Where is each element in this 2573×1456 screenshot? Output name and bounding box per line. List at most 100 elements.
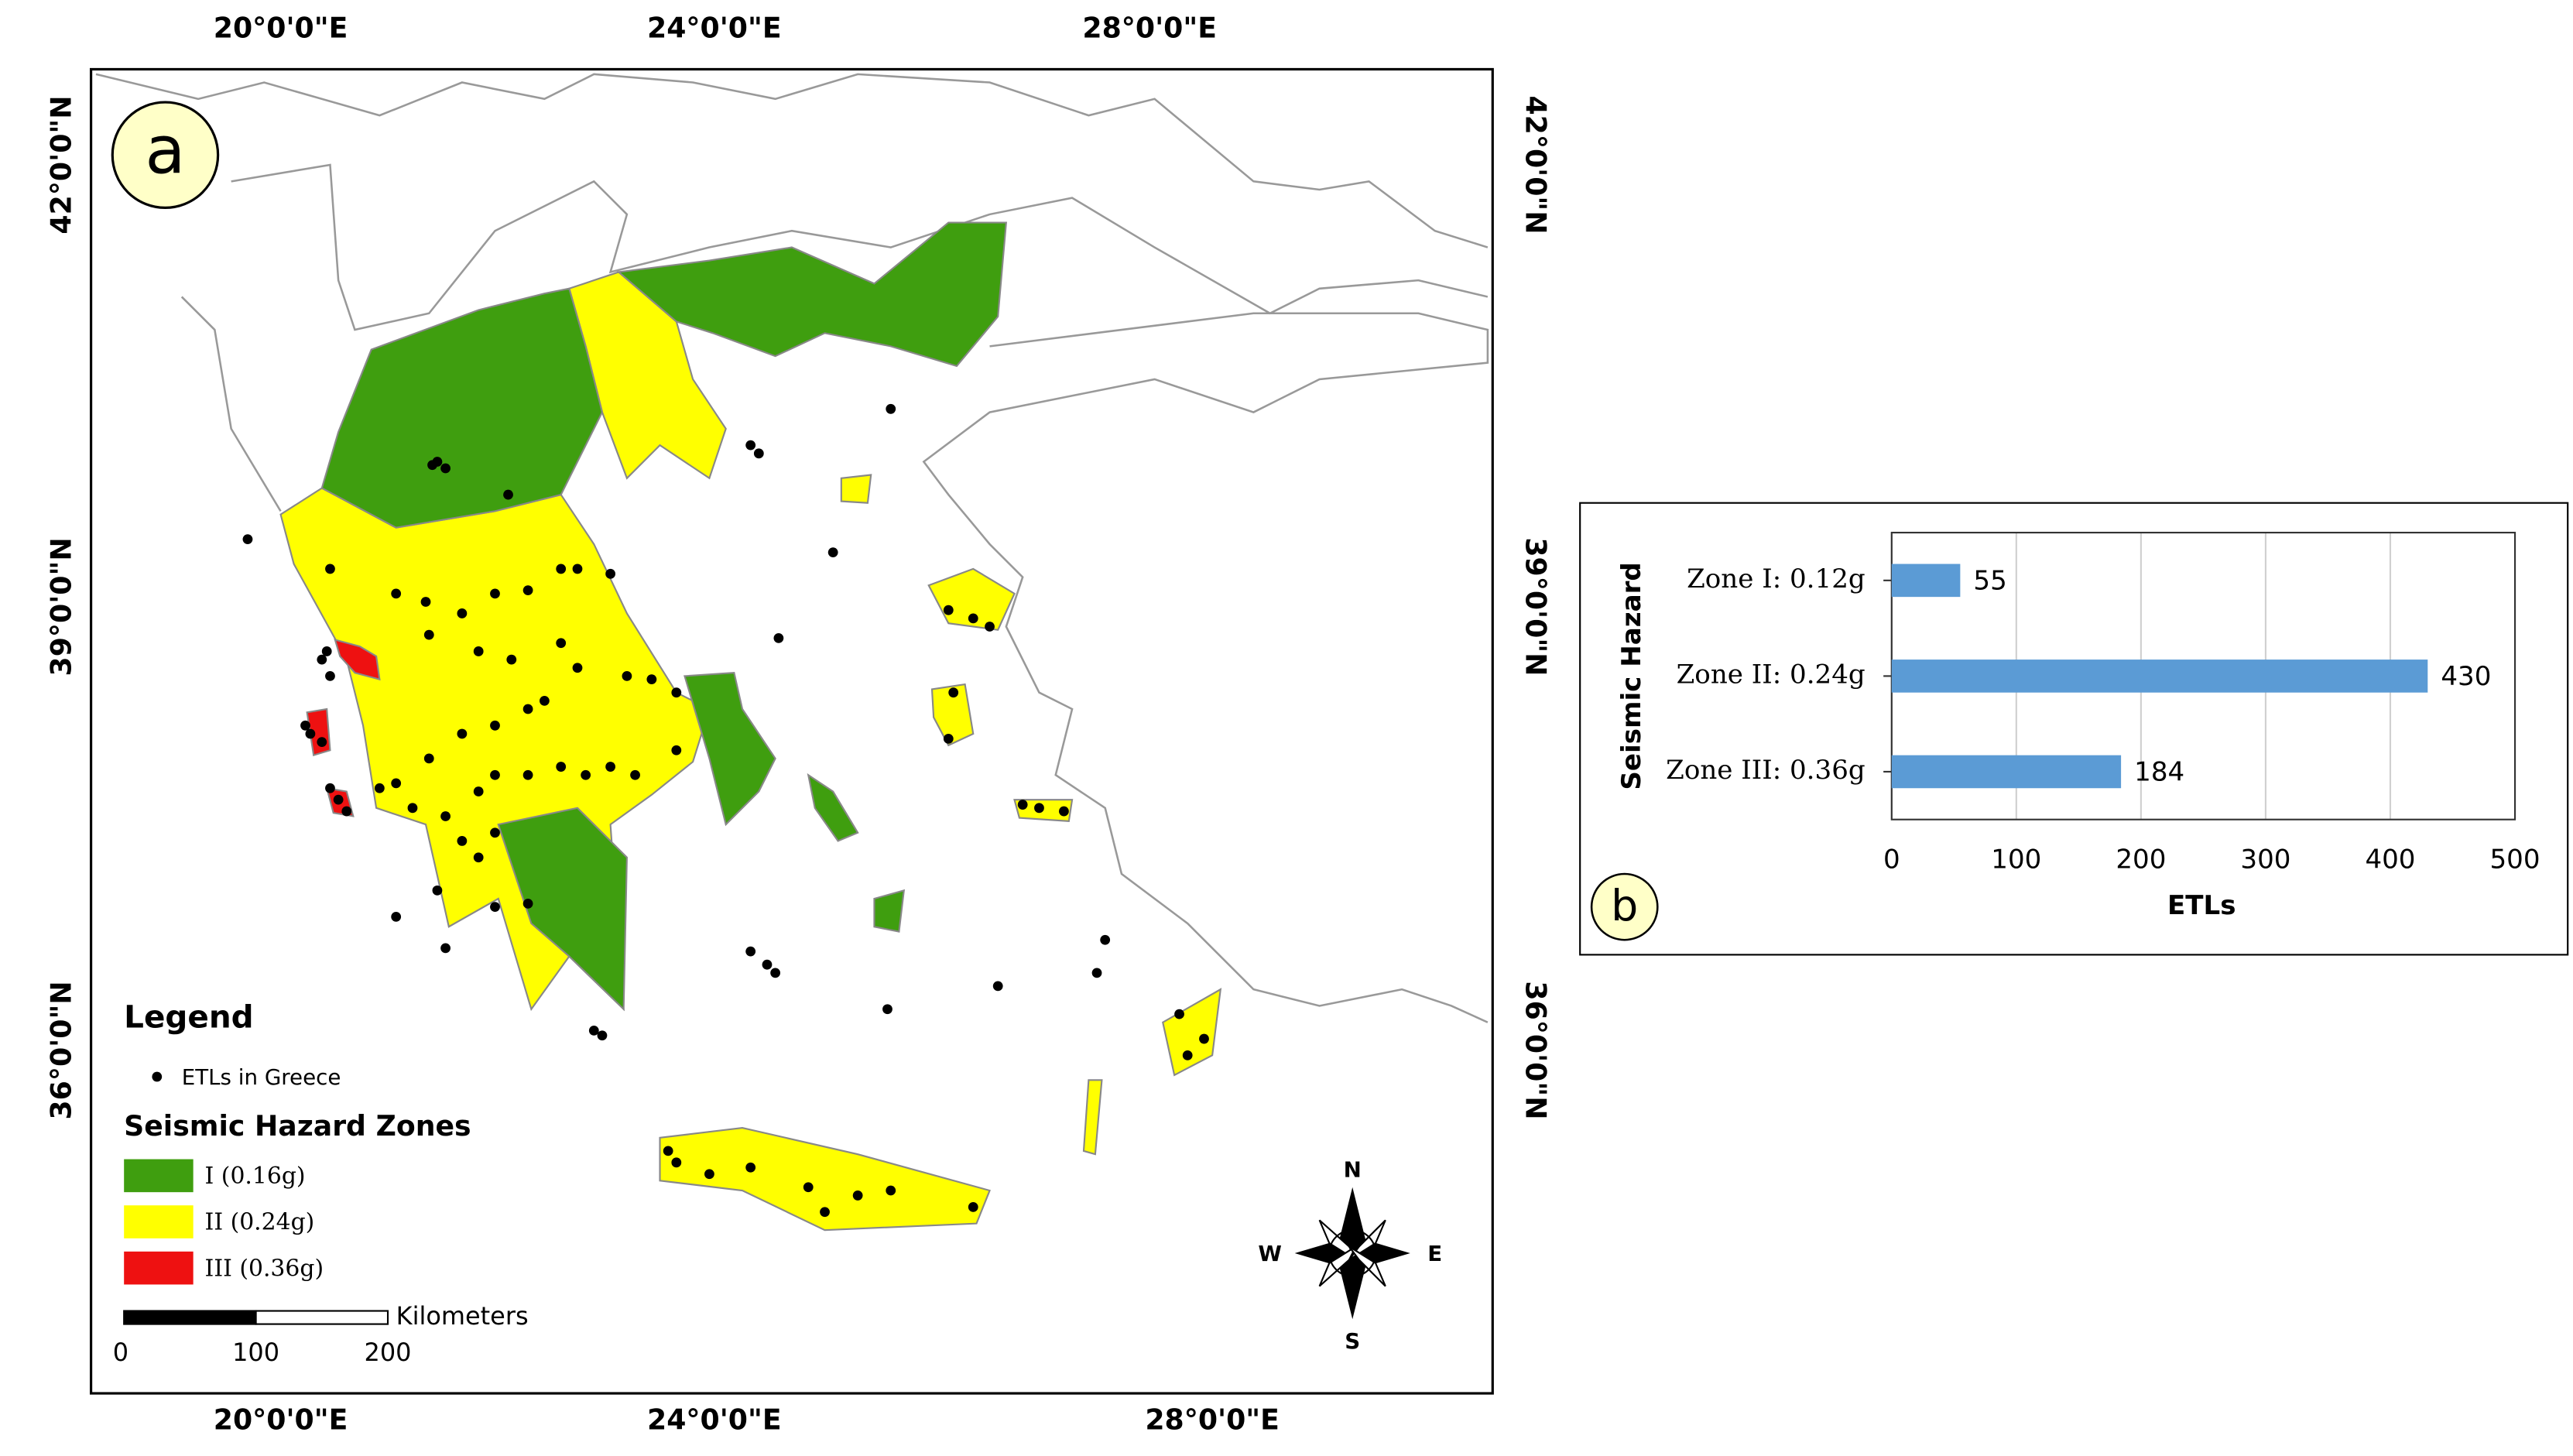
etl-point: [506, 654, 517, 665]
etl-point: [943, 733, 954, 744]
etl-point: [522, 585, 533, 596]
compass-needle: [1339, 1252, 1366, 1320]
legend-swatch: [124, 1251, 194, 1285]
longitude-label: 24°0'0"E: [647, 1403, 782, 1436]
etl-point: [490, 827, 500, 838]
zone-ii-area: [840, 474, 872, 504]
etl-point: [671, 1157, 682, 1168]
x-tick-label: 500: [2490, 844, 2540, 875]
etl-point: [440, 463, 451, 474]
etl-point: [948, 687, 959, 698]
etl-point: [985, 622, 995, 632]
etl-point: [242, 534, 253, 544]
legend-zone-label: III (0.36g): [205, 1255, 324, 1282]
panel-label-circle: [1590, 872, 1659, 941]
scale-bar: [123, 1310, 257, 1325]
etl-point: [540, 695, 550, 706]
etl-point: [522, 769, 533, 780]
legend-zone-label: II (0.24g): [205, 1209, 315, 1236]
zone-i-area: [320, 287, 604, 529]
zone-i-area: [497, 807, 628, 1012]
etl-point: [745, 440, 756, 451]
etl-point: [325, 783, 335, 793]
panel-label: b: [1611, 882, 1638, 931]
panel-label-circle: [111, 101, 220, 210]
etl-point: [432, 885, 443, 896]
legend-zone-label: I (0.16g): [205, 1163, 306, 1190]
etl-point: [886, 1185, 896, 1196]
zone-i-area: [807, 773, 859, 842]
etl-point: [663, 1146, 673, 1156]
etl-point: [745, 946, 756, 957]
x-tick-label: 400: [2365, 844, 2415, 875]
map: a Legend ETLs in Greece Seismic Hazard Z…: [44, 11, 1552, 1436]
etl-point: [391, 588, 402, 599]
latitude-label: 42°0'0"N: [1519, 95, 1553, 234]
x-tick-label: 100: [1991, 844, 2041, 875]
longitude-label: 28°0'0"E: [1082, 11, 1217, 44]
etl-points: [242, 403, 1209, 1218]
etl-point: [572, 564, 583, 574]
latitude-label: 42°0'0"N: [44, 95, 77, 234]
etl-point: [490, 720, 500, 731]
chart: b Seismic Hazard ETLs 0 100 200 300 400 500 Zo…: [1579, 502, 2569, 956]
longitude-label: 20°0'0"E: [214, 11, 348, 44]
etl-point: [321, 646, 332, 656]
etl-point: [671, 745, 682, 755]
etl-point: [522, 898, 533, 909]
etl-point: [1091, 968, 1102, 978]
etl-point: [882, 1004, 892, 1015]
etl-point: [427, 460, 437, 471]
etl-point: [597, 1030, 608, 1041]
zone-i-area: [616, 221, 1008, 368]
etl-point: [605, 762, 615, 772]
etl-point: [803, 1182, 814, 1193]
etl-point: [943, 605, 954, 615]
etl-point: [992, 981, 1003, 992]
etl-point: [581, 769, 591, 780]
etl-point: [473, 646, 484, 656]
latitude-label: 36°0'0"N: [1519, 981, 1553, 1119]
etl-point: [1034, 803, 1044, 814]
compass-needle: [1348, 1245, 1386, 1287]
etl-point: [1199, 1033, 1209, 1044]
longitude-label: 28°0'0"E: [1145, 1403, 1280, 1436]
etl-point: [490, 902, 500, 913]
etl-point: [556, 638, 567, 649]
zone-legend: I (0.16g) II (0.24g) III (0.36g): [124, 1159, 324, 1285]
scale-bar: [255, 1310, 389, 1325]
etl-point: [490, 769, 500, 780]
etl-point: [457, 608, 468, 618]
etl-point: [325, 564, 335, 574]
etl-point: [317, 737, 327, 747]
etl-point: [341, 806, 352, 817]
etl-point: [968, 613, 978, 624]
etl-point: [556, 564, 567, 574]
etl-point: [407, 803, 418, 814]
etl-point: [391, 778, 402, 789]
etl-point: [333, 794, 344, 805]
scale-label: 200: [365, 1338, 412, 1367]
etl-point: [374, 783, 385, 793]
legend-swatch: [124, 1159, 194, 1193]
etl-point: [827, 547, 838, 558]
legend-point-symbol: [152, 1071, 163, 1082]
etl-point: [753, 448, 764, 459]
etl-point: [556, 762, 567, 772]
compass-n: N: [1344, 1156, 1362, 1182]
bar: [1891, 659, 2428, 693]
bar-value-label: 55: [1973, 565, 2006, 596]
etl-point: [503, 489, 513, 500]
compass-needle: [1339, 1187, 1366, 1253]
etl-point: [305, 728, 316, 739]
latitude-label: 39°0'0"N: [44, 537, 77, 676]
scale-label: 100: [232, 1338, 279, 1367]
etl-point: [457, 836, 468, 846]
etl-point: [300, 720, 310, 731]
compass-w: W: [1258, 1241, 1282, 1266]
etl-point: [671, 687, 682, 698]
scale-unit: Kilometers: [396, 1301, 529, 1331]
etl-point: [886, 403, 896, 414]
etl-point: [473, 786, 484, 797]
x-axis-label: ETLs: [2167, 890, 2236, 921]
